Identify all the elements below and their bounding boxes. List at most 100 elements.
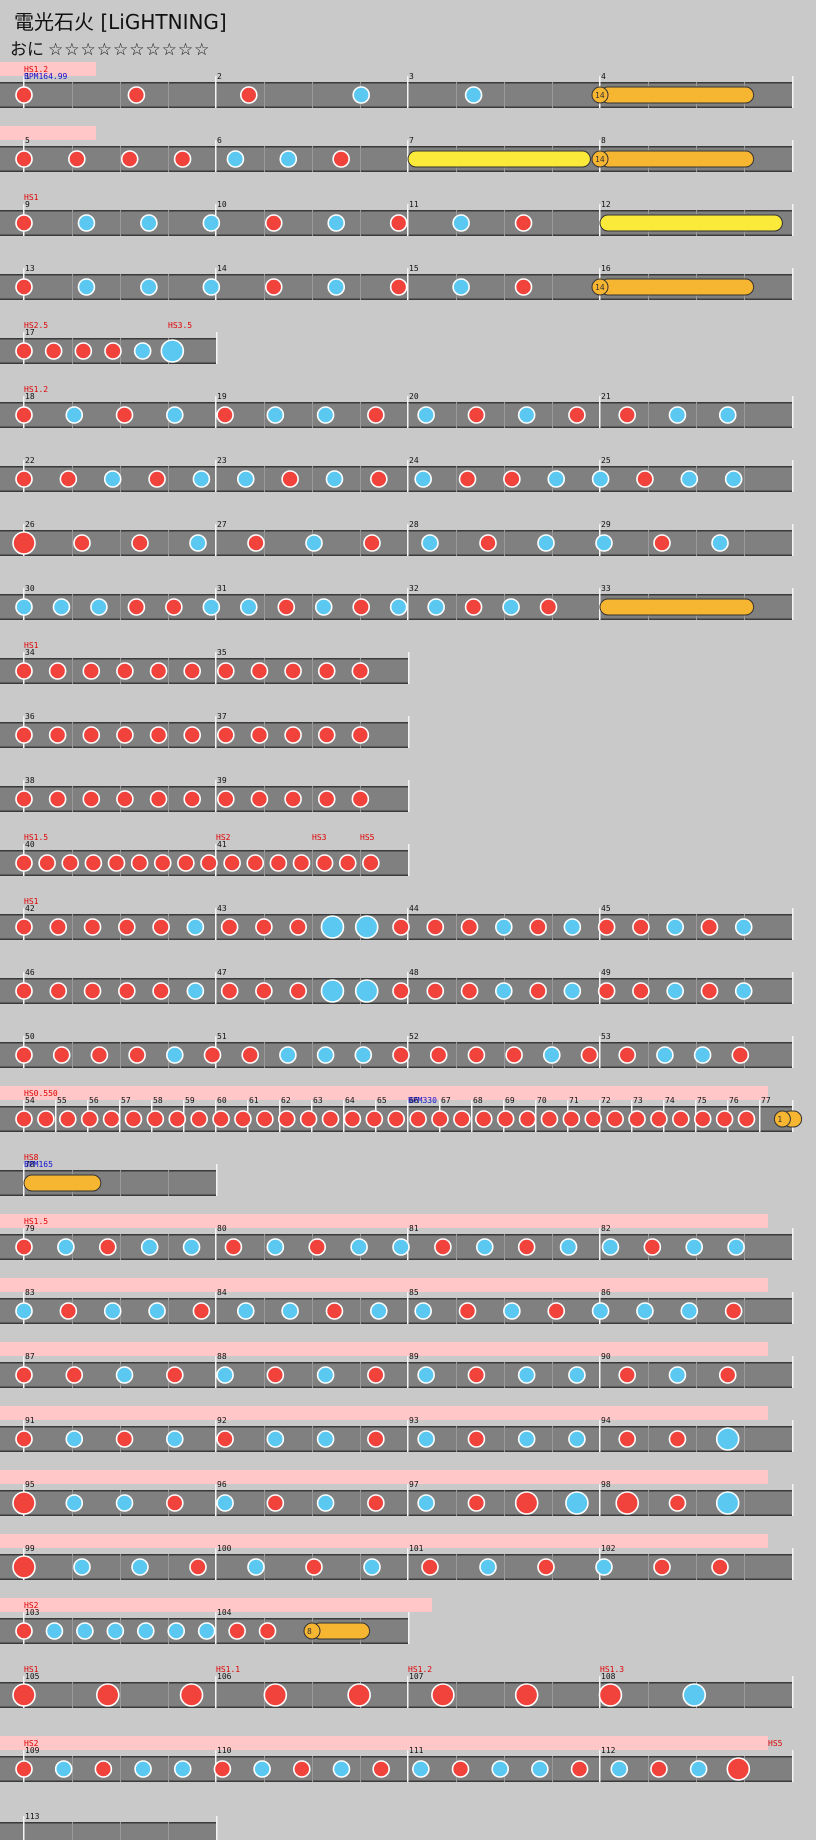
measure-number: 51: [217, 1032, 227, 1041]
don-note: [15, 790, 33, 808]
scroll-marker: HS1.2: [24, 65, 48, 74]
lane-edge: [0, 1780, 792, 1782]
ka-note: [475, 1238, 494, 1256]
don-note: [421, 1558, 439, 1576]
roll-count: 1: [777, 1115, 782, 1124]
measure-number: 71: [569, 1096, 579, 1105]
ka-note: [350, 1238, 368, 1256]
ka-note: [186, 918, 205, 936]
beat-line: [120, 1170, 121, 1196]
measure-line: [215, 460, 217, 492]
lane-edge: [0, 1756, 792, 1758]
lane-edge: [0, 1822, 216, 1824]
beat-line: [120, 1822, 121, 1840]
beat-line: [168, 1170, 169, 1196]
beat-line: [72, 1554, 73, 1580]
beat-line: [264, 402, 265, 428]
drumroll-note: [23, 1174, 102, 1192]
measure-number: 1: [25, 72, 30, 81]
roll-head: [773, 1110, 791, 1128]
measure-line: [215, 1676, 217, 1708]
beat-line: [504, 1234, 505, 1260]
don-note: [200, 854, 218, 872]
don-note: [220, 918, 239, 936]
measure-number: 19: [217, 392, 227, 401]
beat-line: [504, 82, 505, 108]
don-note: [74, 342, 93, 360]
don-note: [15, 278, 33, 296]
beat-line: [744, 402, 745, 428]
measure-number: 7: [409, 136, 414, 145]
don-note: [672, 1110, 690, 1128]
beat-line: [168, 530, 169, 556]
beat-line: [552, 274, 553, 300]
don-note: [166, 1366, 184, 1384]
ka-note: [65, 406, 84, 424]
measure-number: 56: [89, 1096, 99, 1105]
roll-head: [591, 150, 609, 168]
measure-line: [215, 716, 217, 748]
don-note: [540, 1110, 559, 1128]
don-note: [49, 918, 68, 936]
scroll-marker: HS3.5: [168, 321, 192, 330]
measure-line: [215, 1228, 217, 1260]
measure-number: 11: [409, 200, 419, 209]
ka-note: [316, 1430, 335, 1448]
measure-number: 29: [601, 520, 611, 529]
don-note: [737, 1110, 756, 1128]
beat-line: [744, 466, 745, 492]
don-note: [317, 790, 336, 808]
gogo-band: [0, 1214, 768, 1228]
drumroll-note: [599, 278, 755, 296]
ka-note: [542, 1046, 561, 1064]
measure-line: [792, 908, 794, 940]
don-note: [115, 406, 134, 424]
chart-header: 電光石火 [LiGHTNING] おに ☆☆☆☆☆☆☆☆☆☆: [0, 0, 816, 62]
don-note: [190, 1110, 208, 1128]
beat-line: [72, 978, 73, 1004]
don-note: [431, 1110, 449, 1128]
ka-note: [15, 598, 33, 616]
beat-line: [696, 914, 697, 940]
don-note: [59, 470, 78, 488]
gogo-band: [0, 1342, 768, 1356]
roll-count: 14: [595, 155, 605, 164]
lane-edge: [0, 786, 408, 788]
ka-note: [370, 1302, 388, 1320]
beat-line: [168, 146, 169, 172]
drumroll-note: [599, 150, 755, 168]
don-note: [464, 598, 483, 616]
measure-number: 75: [697, 1096, 707, 1105]
ka-note: [559, 1238, 578, 1256]
drumroll-note: [311, 1622, 371, 1640]
measure-number: 70: [537, 1096, 547, 1105]
ka-note: [563, 918, 582, 936]
bpm-marker: BPM165: [24, 1160, 53, 1169]
measure-line: [599, 1484, 601, 1516]
beat-line: [312, 1426, 313, 1452]
don-note: [458, 470, 477, 488]
measure-number: 79: [25, 1224, 35, 1233]
don-note: [73, 534, 91, 552]
gogo-band: [0, 1534, 768, 1548]
ka-note: [727, 1238, 745, 1256]
beat-line: [504, 1426, 505, 1452]
don-note: [731, 1046, 750, 1064]
don-note: [250, 662, 269, 680]
don-note: [467, 1494, 486, 1512]
beat-line: [504, 1682, 505, 1708]
beat-line: [168, 722, 169, 748]
beat-line: [120, 210, 121, 236]
big-don-note: [598, 1683, 623, 1707]
beat-line: [456, 402, 457, 428]
measure-number: 43: [217, 904, 227, 913]
beat-line: [312, 914, 313, 940]
measure-number: 27: [217, 520, 227, 529]
beat-line: [744, 1490, 745, 1516]
beat-line: [120, 1234, 121, 1260]
ka-note: [226, 150, 245, 168]
ka-note: [547, 470, 566, 488]
measure-number: 53: [601, 1032, 611, 1041]
don-note: [255, 918, 273, 936]
ka-note: [52, 598, 71, 616]
